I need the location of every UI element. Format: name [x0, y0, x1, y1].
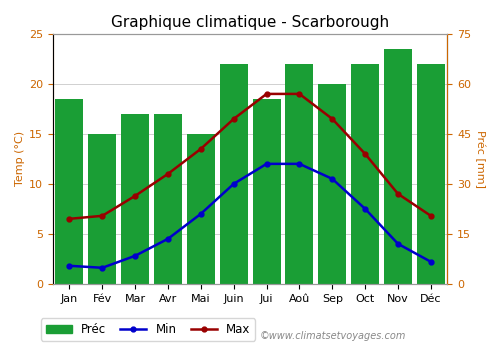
Legend: Préc, Min, Max: Préc, Min, Max	[41, 318, 256, 341]
Bar	[88, 134, 117, 284]
Y-axis label: Préc [mm]: Préc [mm]	[474, 130, 485, 188]
Bar	[154, 114, 182, 284]
Text: ©www.climatsetvoyages.com: ©www.climatsetvoyages.com	[260, 331, 406, 341]
Bar	[318, 84, 346, 284]
Y-axis label: Temp (°C): Temp (°C)	[15, 131, 25, 187]
Title: Graphique climatique - Scarborough: Graphique climatique - Scarborough	[111, 15, 389, 30]
Bar	[187, 134, 215, 284]
Bar	[286, 64, 314, 284]
Bar	[252, 99, 280, 284]
Bar	[417, 64, 445, 284]
Bar	[121, 114, 149, 284]
Bar	[56, 99, 84, 284]
Bar	[351, 64, 379, 284]
Bar	[384, 49, 412, 284]
Bar	[220, 64, 248, 284]
